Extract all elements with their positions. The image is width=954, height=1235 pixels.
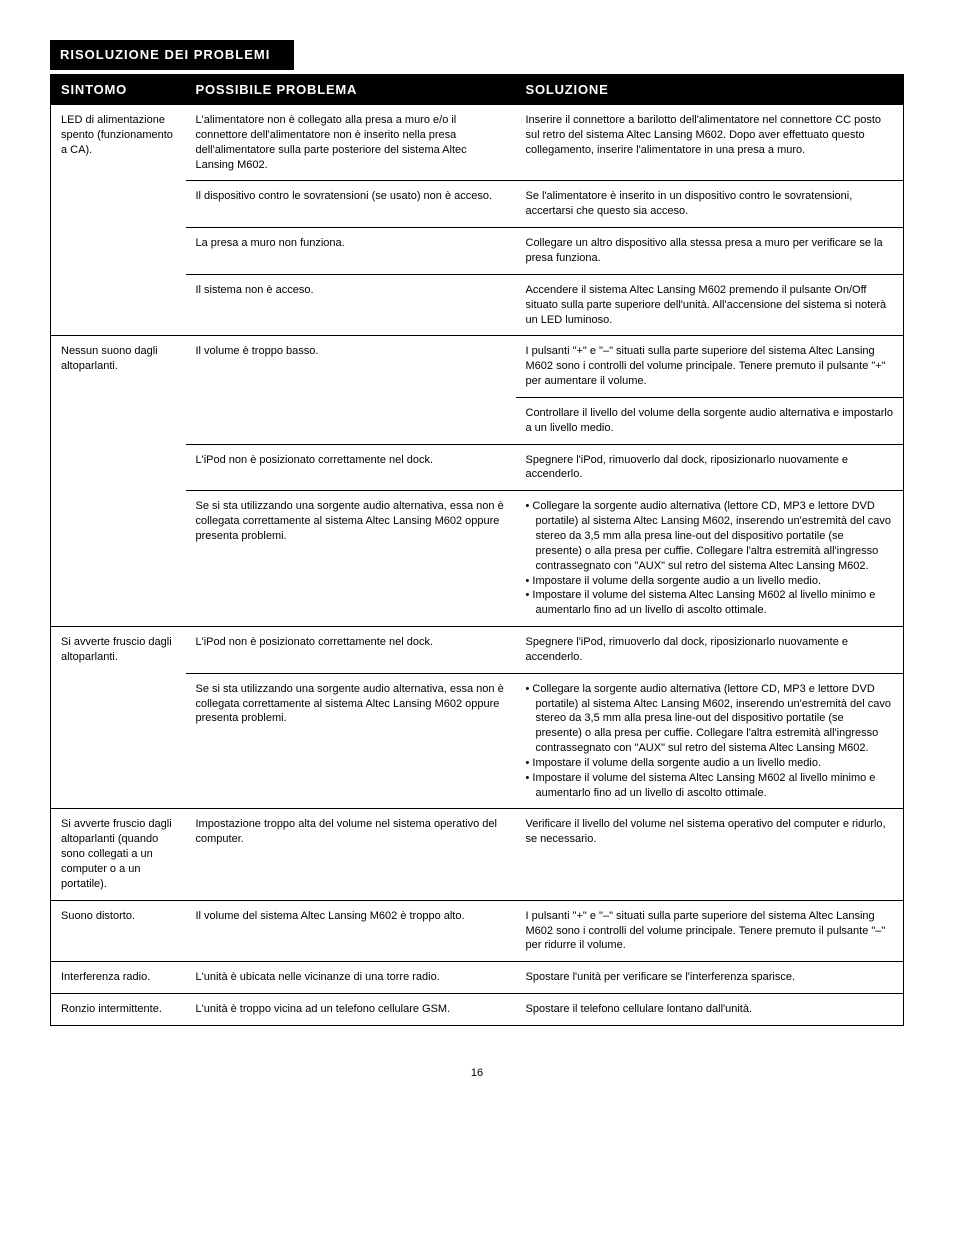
problem-cell: L'alimentatore non è collegato alla pres… (186, 105, 516, 181)
symptom-cell: LED di alimentazione spento (funzionamen… (51, 105, 186, 336)
solution-cell: Inserire il connettore a barilotto dell'… (516, 105, 904, 181)
symptom-cell: Ronzio intermittente. (51, 994, 186, 1026)
section-title: RISOLUZIONE DEI PROBLEMI (50, 40, 294, 70)
solution-cell: Spegnere l'iPod, rimuoverlo dal dock, ri… (516, 444, 904, 491)
solution-cell: Accendere il sistema Altec Lansing M602 … (516, 274, 904, 336)
symptom-cell: Suono distorto. (51, 900, 186, 962)
problem-cell: Il dispositivo contro le sovratensioni (… (186, 181, 516, 228)
problem-cell: L'unità è ubicata nelle vicinanze di una… (186, 962, 516, 994)
solution-cell: Collegare un altro dispositivo alla stes… (516, 228, 904, 275)
solution-cell: Collegare la sorgente audio alternativa … (516, 673, 904, 809)
solution-bullet: Impostare il volume del sistema Altec La… (526, 771, 894, 801)
header-solution: SOLUZIONE (516, 74, 904, 105)
solution-cell: Spostare l'unità per verificare se l'int… (516, 962, 904, 994)
problem-cell: Il sistema non è acceso. (186, 274, 516, 336)
solution-bullet: Impostare il volume della sorgente audio… (526, 756, 894, 771)
solution-cell: Se l'alimentatore è inserito in un dispo… (516, 181, 904, 228)
solution-cell: Controllare il livello del volume della … (516, 397, 904, 444)
table-row: Si avverte fruscio dagli altoparlanti.L'… (51, 627, 904, 674)
problem-cell: Il volume è troppo basso. (186, 336, 516, 444)
header-problem: POSSIBILE PROBLEMA (186, 74, 516, 105)
solution-cell: Collegare la sorgente audio alternativa … (516, 491, 904, 627)
table-row: Si avverte fruscio dagli altoparlanti (q… (51, 809, 904, 900)
problem-cell: La presa a muro non funziona. (186, 228, 516, 275)
problem-cell: Impostazione troppo alta del volume nel … (186, 809, 516, 900)
problem-cell: Se si sta utilizzando una sorgente audio… (186, 491, 516, 627)
problem-cell: L'unità è troppo vicina ad un telefono c… (186, 994, 516, 1026)
symptom-cell: Si avverte fruscio dagli altoparlanti. (51, 627, 186, 809)
solution-bullet: Impostare il volume della sorgente audio… (526, 574, 894, 589)
symptom-cell: Nessun suono dagli altoparlanti. (51, 336, 186, 627)
table-row: LED di alimentazione spento (funzionamen… (51, 105, 904, 181)
symptom-cell: Si avverte fruscio dagli altoparlanti (q… (51, 809, 186, 900)
table-row: Ronzio intermittente.L'unità è troppo vi… (51, 994, 904, 1026)
solution-bullet: Collegare la sorgente audio alternativa … (526, 682, 894, 756)
problem-cell: Il volume del sistema Altec Lansing M602… (186, 900, 516, 962)
table-row: Suono distorto.Il volume del sistema Alt… (51, 900, 904, 962)
solution-cell: Verificare il livello del volume nel sis… (516, 809, 904, 900)
header-symptom: SINTOMO (51, 74, 186, 105)
problem-cell: Se si sta utilizzando una sorgente audio… (186, 673, 516, 809)
troubleshooting-table: SINTOMO POSSIBILE PROBLEMA SOLUZIONE LED… (50, 74, 904, 1026)
solution-cell: Spostare il telefono cellulare lontano d… (516, 994, 904, 1026)
table-row: Nessun suono dagli altoparlanti.Il volum… (51, 336, 904, 398)
solution-cell: I pulsanti "+" e "–" situati sulla parte… (516, 336, 904, 398)
page-number: 16 (50, 1066, 904, 1081)
symptom-cell: Interferenza radio. (51, 962, 186, 994)
problem-cell: L'iPod non è posizionato correttamente n… (186, 444, 516, 491)
problem-cell: L'iPod non è posizionato correttamente n… (186, 627, 516, 674)
solution-bullet: Collegare la sorgente audio alternativa … (526, 499, 894, 573)
solution-bullet: Impostare il volume del sistema Altec La… (526, 588, 894, 618)
solution-cell: I pulsanti "+" e "–" situati sulla parte… (516, 900, 904, 962)
table-row: Interferenza radio.L'unità è ubicata nel… (51, 962, 904, 994)
solution-cell: Spegnere l'iPod, rimuoverlo dal dock, ri… (516, 627, 904, 674)
